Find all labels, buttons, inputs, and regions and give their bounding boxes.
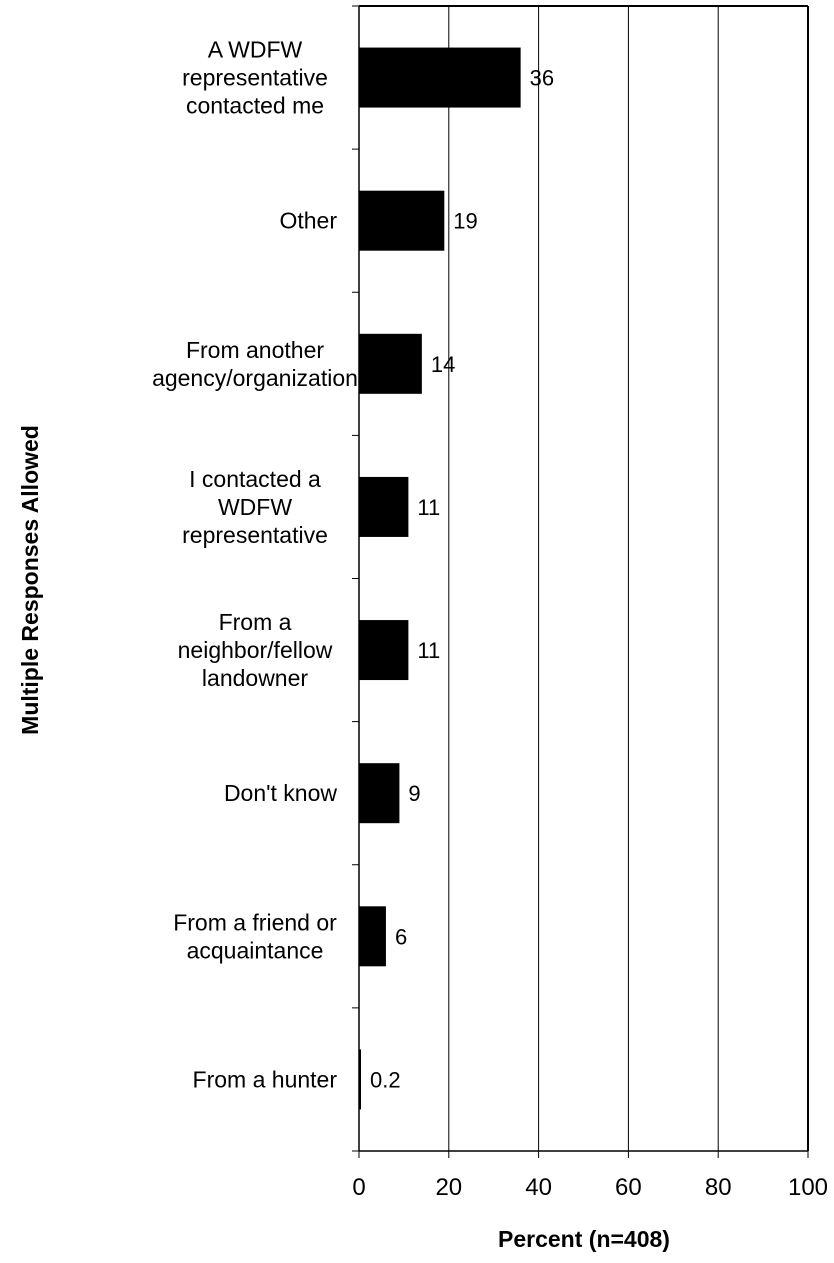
value-labels: 36 19 14 11 11 9 6 0.2 <box>370 66 554 1093</box>
bar <box>359 906 386 967</box>
x-tick-label: 60 <box>615 1174 642 1201</box>
category-label: From a friend or acquaintance <box>173 909 337 963</box>
category-label: From a neighbor/fellow landowner <box>178 609 333 691</box>
x-tick-labels: 0 20 40 60 80 100 <box>352 1174 828 1201</box>
data-label: 11 <box>417 495 440 520</box>
bar <box>359 47 521 108</box>
bar <box>359 333 422 394</box>
category-label: Other <box>279 208 337 234</box>
x-axis-title: Percent (n=408) <box>498 1226 670 1252</box>
category-label: A WDFW representative contacted me <box>182 37 328 119</box>
category-label: From a hunter <box>193 1066 338 1092</box>
y-axis-title: Multiple Responses Allowed <box>17 425 43 735</box>
bar <box>359 763 400 824</box>
x-tick-label: 100 <box>788 1174 828 1201</box>
x-tick-label: 40 <box>525 1174 552 1201</box>
category-label: Don't know <box>224 780 337 806</box>
data-label: 0.2 <box>370 1067 401 1092</box>
data-label: 9 <box>408 781 420 806</box>
bar <box>359 190 445 251</box>
x-tick-label: 0 <box>352 1174 365 1201</box>
bars <box>359 47 521 1110</box>
category-label: From another agency/organization <box>152 337 358 391</box>
bar <box>359 476 409 537</box>
data-label: 11 <box>417 638 440 663</box>
category-labels: A WDFW representative contacted me Other Fro… <box>152 37 358 1093</box>
data-label: 19 <box>453 209 477 234</box>
data-label: 14 <box>431 352 455 377</box>
bar <box>359 620 409 681</box>
bar <box>359 1049 361 1110</box>
category-label: I contacted a WDFW representative <box>182 466 328 548</box>
gridlines <box>448 6 809 1151</box>
x-tick-label: 20 <box>435 1174 462 1201</box>
x-tick-label: 80 <box>705 1174 732 1201</box>
data-label: 36 <box>530 66 554 91</box>
axes <box>352 5 809 1158</box>
data-label: 6 <box>395 924 407 949</box>
